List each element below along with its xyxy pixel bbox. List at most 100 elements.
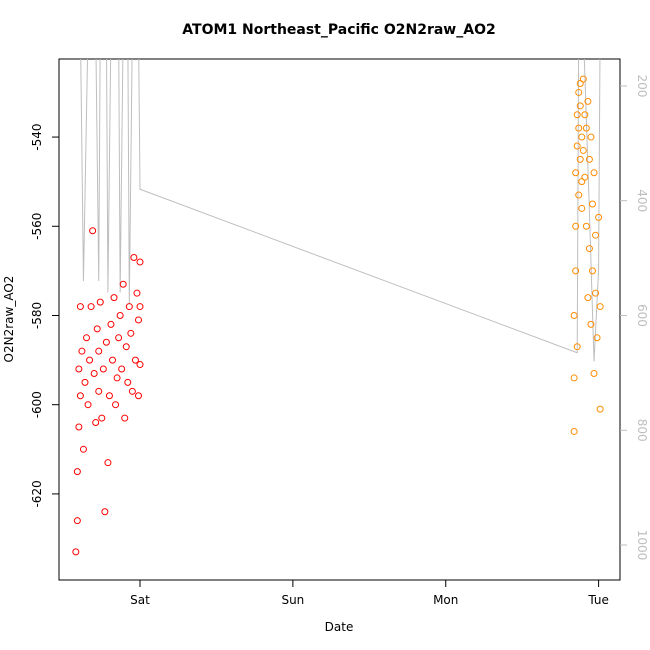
point xyxy=(136,303,144,311)
point xyxy=(73,468,81,476)
point xyxy=(595,213,603,221)
point xyxy=(585,155,593,163)
point xyxy=(579,75,587,83)
point xyxy=(575,124,583,132)
point xyxy=(93,325,101,333)
point xyxy=(585,245,593,253)
point xyxy=(581,111,589,119)
y-tick-label: -540 xyxy=(30,123,44,150)
point xyxy=(115,334,123,342)
point xyxy=(587,133,595,141)
x-tick-label: Tue xyxy=(587,593,609,607)
y-tick-label: -580 xyxy=(30,302,44,329)
x-tick-label: Mon xyxy=(433,593,458,607)
point xyxy=(588,267,596,275)
point xyxy=(573,343,581,351)
y-tick-label: -620 xyxy=(30,480,44,507)
point xyxy=(582,222,590,230)
point xyxy=(572,267,580,275)
point xyxy=(592,231,600,239)
point xyxy=(593,334,601,342)
point xyxy=(83,334,91,342)
point xyxy=(73,517,81,525)
point xyxy=(105,392,113,400)
point xyxy=(84,401,92,409)
point xyxy=(578,204,586,212)
profile-line xyxy=(80,59,601,362)
x-tick-label: Sat xyxy=(130,593,150,607)
x-axis-label: Date xyxy=(325,620,354,634)
point xyxy=(596,303,604,311)
point xyxy=(109,356,117,364)
point xyxy=(98,414,106,422)
point xyxy=(110,294,118,302)
point xyxy=(575,191,583,199)
point xyxy=(133,289,141,297)
point xyxy=(124,378,132,386)
point xyxy=(113,374,121,382)
point xyxy=(127,329,135,337)
point xyxy=(570,427,578,435)
point xyxy=(75,365,83,373)
point xyxy=(76,392,84,400)
point xyxy=(95,387,103,395)
point xyxy=(573,142,581,150)
point xyxy=(581,173,589,181)
point xyxy=(582,124,590,132)
y-tick-label: -560 xyxy=(30,213,44,240)
y2-tick-label: 600 xyxy=(635,304,649,327)
point xyxy=(121,414,129,422)
point xyxy=(584,97,592,105)
point xyxy=(588,200,596,208)
point xyxy=(596,405,604,413)
x-tick-label: Sun xyxy=(281,593,304,607)
point xyxy=(584,294,592,302)
point xyxy=(76,303,84,311)
point xyxy=(590,169,598,177)
point xyxy=(573,111,581,119)
plot-area xyxy=(72,59,604,556)
point xyxy=(587,320,595,328)
point xyxy=(95,347,103,355)
y-axis-label: O2N2raw_AO2 xyxy=(2,276,16,363)
y2-tick-label: 800 xyxy=(635,419,649,442)
point xyxy=(92,419,100,427)
point xyxy=(119,280,127,288)
point xyxy=(570,311,578,319)
point xyxy=(89,227,97,235)
point xyxy=(131,356,139,364)
point xyxy=(128,387,136,395)
point xyxy=(578,133,586,141)
point xyxy=(99,365,107,373)
point xyxy=(102,338,110,346)
point xyxy=(125,303,133,311)
point xyxy=(86,356,94,364)
point xyxy=(87,303,95,311)
point xyxy=(79,445,87,453)
point xyxy=(579,146,587,154)
point xyxy=(101,508,109,516)
point xyxy=(572,222,580,230)
point xyxy=(576,155,584,163)
y-tick-label: -600 xyxy=(30,391,44,418)
point xyxy=(134,316,142,324)
point xyxy=(130,253,138,261)
y2-tick-label: 1000 xyxy=(635,530,649,561)
point xyxy=(572,169,580,177)
point xyxy=(576,102,584,110)
point xyxy=(116,311,124,319)
point xyxy=(72,548,80,556)
chart-title: ATOM1 Northeast_Pacific O2N2raw_AO2 xyxy=(182,22,495,38)
point xyxy=(75,423,83,431)
point xyxy=(96,298,104,306)
point xyxy=(570,374,578,382)
point xyxy=(136,361,144,369)
y2-tick-label: 400 xyxy=(635,189,649,212)
point xyxy=(136,258,144,266)
point xyxy=(134,392,142,400)
point xyxy=(81,378,89,386)
point xyxy=(118,365,126,373)
point xyxy=(78,347,86,355)
